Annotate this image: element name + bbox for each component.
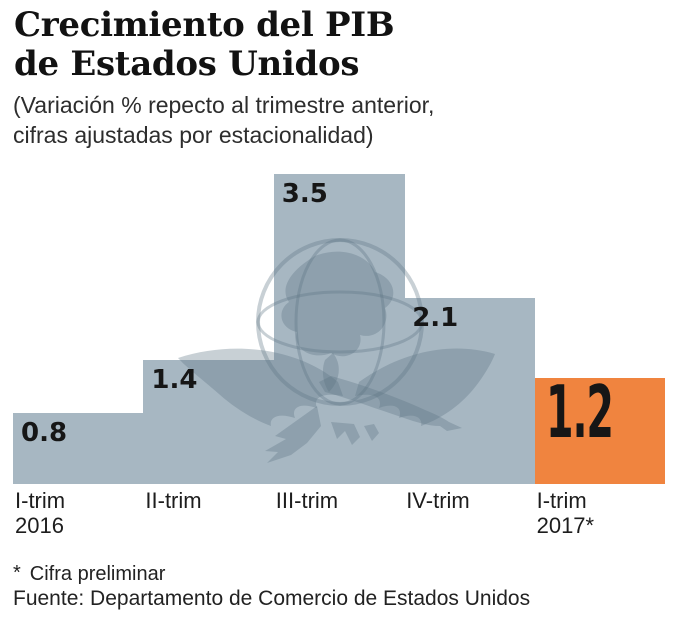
- chart-subtitle: (Variación % repecto al trimestre anteri…: [13, 92, 435, 148]
- bar-value-label: 1.2: [545, 369, 614, 454]
- bar-value-label: 2.1: [412, 303, 459, 333]
- x-axis-tick: I-trim 2017*: [536, 488, 595, 538]
- chart-title: Crecimiento del PIB de Estados Unidos: [14, 5, 395, 84]
- bar-value-label: 0.8: [21, 418, 68, 449]
- footnote: * Cifra preliminar: [13, 561, 165, 586]
- x-axis-tick: IV-trim: [406, 488, 470, 513]
- bar-value-label: 1.4: [151, 365, 198, 395]
- bar-i-trim-2016: [13, 413, 144, 484]
- bar-value-label: 3.5: [281, 179, 328, 209]
- bar-iii-trim: [273, 174, 405, 484]
- x-axis-tick: I-trim 2016: [15, 488, 66, 538]
- footnote-text: Cifra preliminar: [29, 563, 166, 585]
- bar-i-trim-2017: [534, 377, 666, 484]
- bar-iv-trim: [404, 298, 536, 484]
- x-axis-tick: II-trim: [145, 488, 202, 513]
- bar-ii-trim: [143, 360, 275, 484]
- x-axis-tick: III-trim: [275, 488, 339, 513]
- source-line: Fuente: Departamento de Comercio de Esta…: [13, 587, 531, 610]
- footnote-asterisk: *: [13, 562, 21, 584]
